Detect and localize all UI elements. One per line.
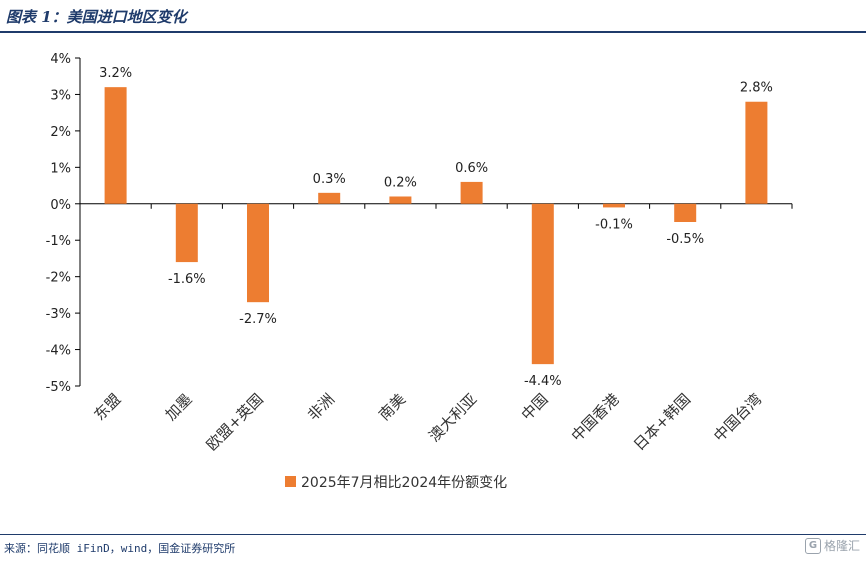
source-note: 来源：同花顺 iFinD，wind，国金证券研究所 <box>4 542 236 555</box>
data-label: 0.3% <box>313 172 346 187</box>
y-tick-label: 2% <box>50 125 71 140</box>
y-tick-label: 1% <box>50 161 71 176</box>
y-tick-label: 3% <box>50 88 71 103</box>
x-tick-label: 欧盟+英国 <box>203 390 267 454</box>
y-tick-label: -4% <box>46 344 71 359</box>
y-tick-label: 0% <box>50 198 71 213</box>
bar <box>603 203 625 208</box>
y-tick-label: -2% <box>46 271 71 286</box>
y-tick-label: -1% <box>46 234 71 249</box>
data-label: -1.6% <box>168 272 206 287</box>
data-label: -0.1% <box>595 217 633 232</box>
data-label: -2.7% <box>239 312 277 327</box>
legend-label: 2025年7月相比2024年份额变化 <box>301 475 507 491</box>
bar <box>104 87 127 204</box>
x-tick-label: 非洲 <box>304 390 338 424</box>
data-label: 0.6% <box>455 161 488 176</box>
x-tick-label: 中国 <box>518 390 552 424</box>
figure-header: 图表 1：美国进口地区变化 <box>0 0 866 34</box>
x-tick-label: 日本+韩国 <box>630 390 694 454</box>
x-tick-label: 南美 <box>375 390 409 424</box>
bar <box>674 203 697 222</box>
data-label: -4.4% <box>524 374 562 389</box>
bar <box>175 203 198 263</box>
watermark: G 格隆汇 <box>804 537 860 554</box>
data-label: -0.5% <box>666 232 704 247</box>
data-label: 0.2% <box>384 175 417 190</box>
chart-area: 4% 3% 2% 1% 0% -1% -2% -3% -4% -5% 3.2% -1.6% -2.7% 0… <box>0 34 866 529</box>
header-divider <box>0 31 866 33</box>
legend-swatch <box>285 476 296 487</box>
bar <box>745 101 768 204</box>
figure-title: 图表 1：美国进口地区变化 <box>6 8 187 26</box>
bar <box>460 181 483 204</box>
data-label: 3.2% <box>99 66 132 81</box>
x-tick-label: 中国香港 <box>568 390 623 445</box>
footer-divider <box>0 534 866 535</box>
y-tick-label: -3% <box>46 307 71 322</box>
watermark-text: 格隆汇 <box>823 539 860 553</box>
x-tick-label: 中国台湾 <box>710 390 765 445</box>
x-tick-label: 加墨 <box>162 390 196 424</box>
bar <box>318 192 341 204</box>
y-tick-label: -5% <box>46 380 71 395</box>
x-tick-label: 东盟 <box>90 390 124 424</box>
bar <box>247 203 269 303</box>
bar <box>531 203 554 365</box>
data-label: 2.8% <box>740 81 773 96</box>
y-tick-label: 4% <box>50 52 71 67</box>
watermark-logo-icon: G <box>804 537 821 554</box>
x-tick-label: 澳大利亚 <box>425 390 480 445</box>
bar <box>389 196 412 204</box>
bar-chart: 4% 3% 2% 1% 0% -1% -2% -3% -4% -5% 3.2% -1.6% -2.7% 0… <box>46 52 793 491</box>
